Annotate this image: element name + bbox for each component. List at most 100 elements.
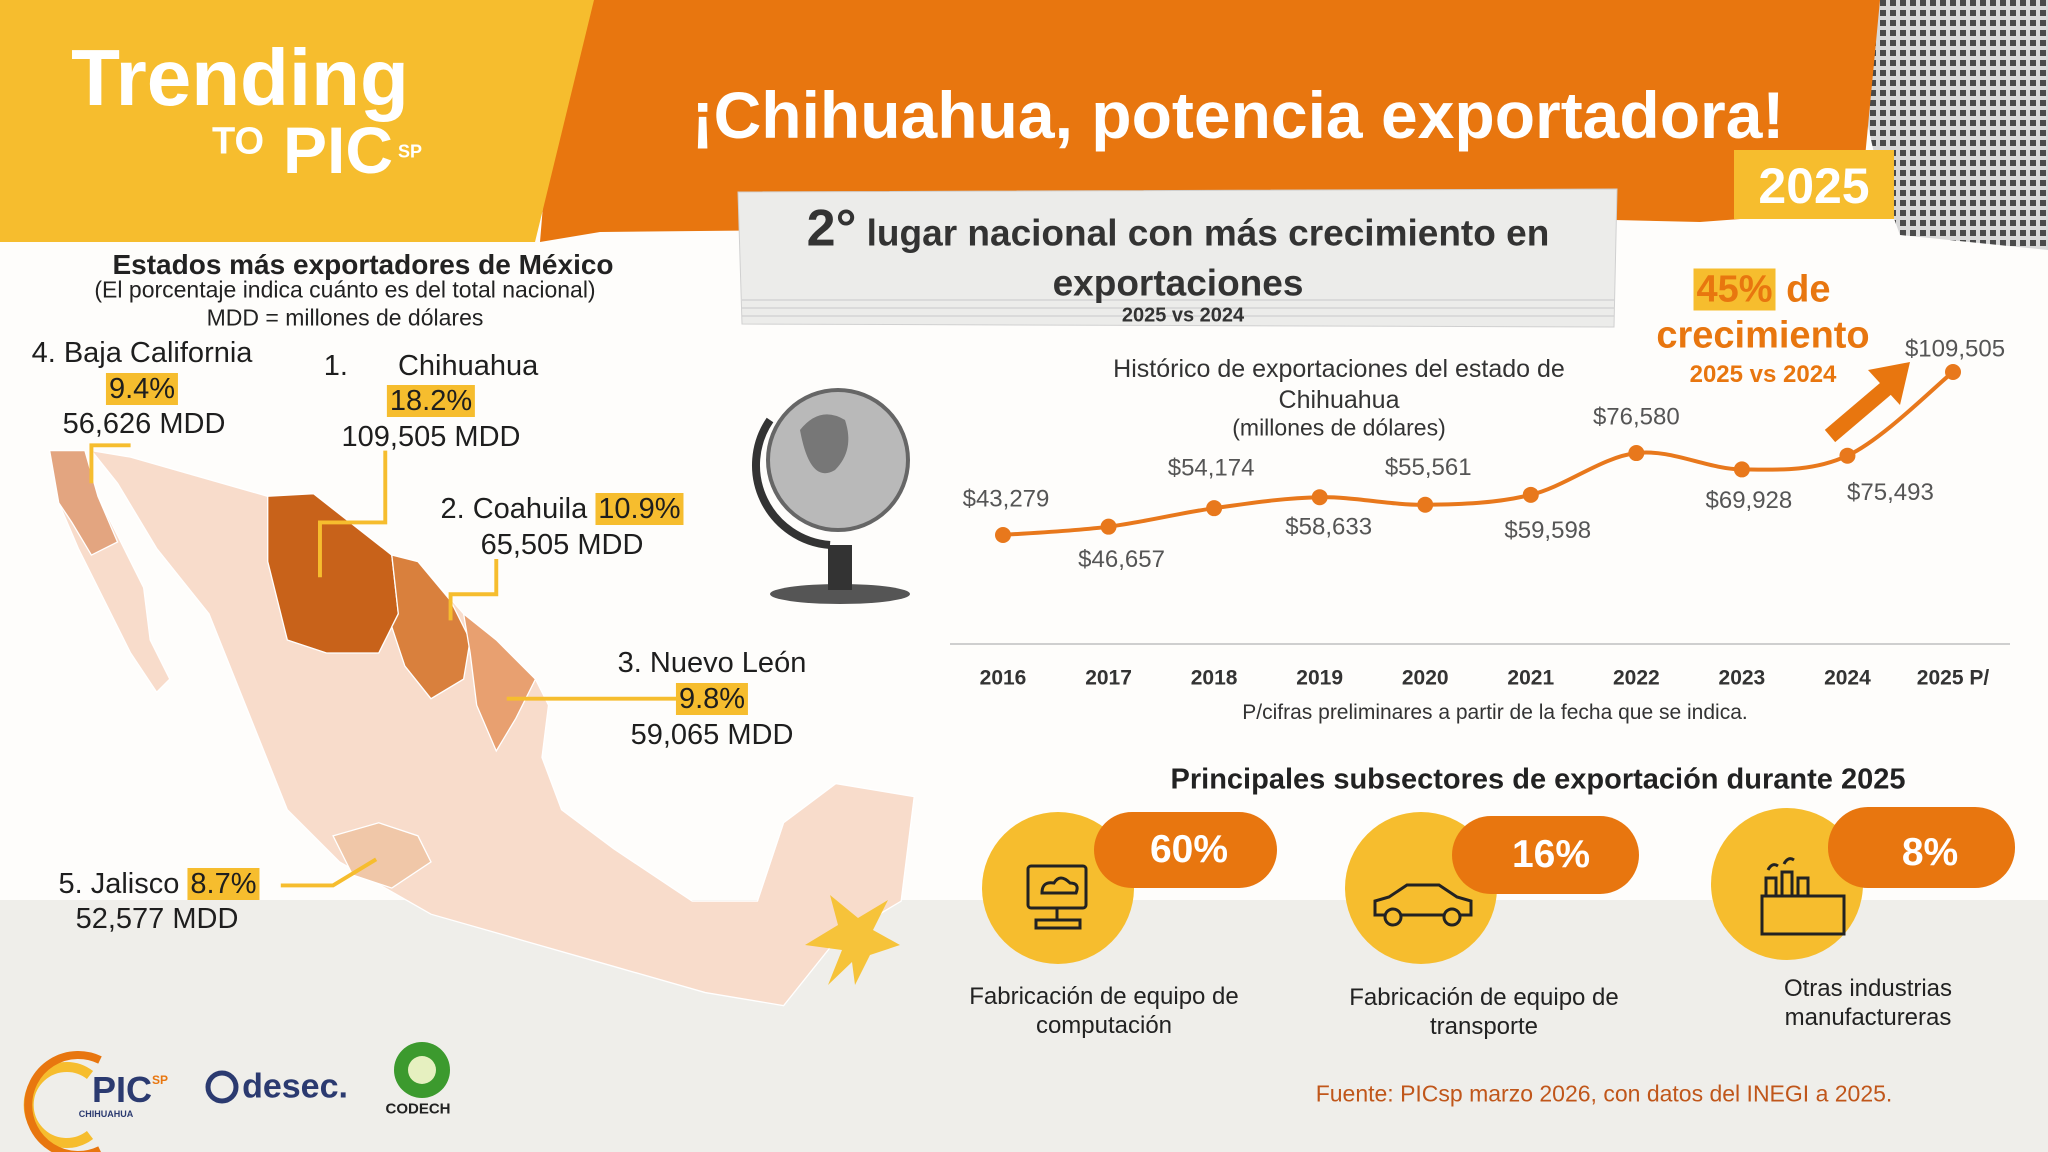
value-label: $59,598 xyxy=(1504,517,1591,544)
logo-desec: desec. xyxy=(242,1067,348,1106)
note-lines xyxy=(742,299,1614,317)
x-tick-label: 2020 xyxy=(1402,667,1449,690)
subsector-share: 16% xyxy=(1511,833,1591,876)
data-point xyxy=(1839,447,1856,464)
highlight-rank: 2° xyxy=(806,199,857,258)
logo-pic-city: CHIHUAHUA xyxy=(78,1109,134,1119)
logos xyxy=(23,1042,450,1152)
subsectors-title: Principales subsectores de exportación d… xyxy=(1170,763,1906,796)
subsector-badges xyxy=(982,807,2015,964)
note-paper xyxy=(737,188,1618,328)
brand-sp: SP xyxy=(397,141,423,162)
growth-word: de xyxy=(1786,268,1831,311)
value-label: $109,505 xyxy=(1905,335,2005,362)
data-point xyxy=(1206,500,1223,517)
logo-codech: CODECH xyxy=(385,1100,451,1118)
main-title: ¡Chihuahua, potencia exportadora! xyxy=(691,78,1785,152)
state-rank: 4. xyxy=(31,337,56,369)
state-exports: 65,505 MDD xyxy=(480,529,644,561)
data-point xyxy=(1945,364,1961,380)
brand-to: TO xyxy=(211,120,265,163)
state-exports: 56,626 MDD xyxy=(62,408,226,440)
state-label: 2. Coahuila 10.9% xyxy=(440,491,684,527)
state-label: 1. Chihuahua xyxy=(324,348,538,384)
state-share: 10.9% xyxy=(595,493,684,525)
state-rank: 5. xyxy=(58,868,83,900)
value-label: $46,657 xyxy=(1078,546,1165,573)
data-line xyxy=(1002,370,1955,537)
growth-arrow xyxy=(1824,362,1910,443)
line-chart: $43,279 2016 $46,657 2017 $54,174 2018 $58,633… xyxy=(950,335,2010,690)
growth-headline: 45% de xyxy=(1693,268,1831,312)
value-label: $43,279 xyxy=(963,485,1050,512)
header-band xyxy=(540,0,1880,242)
value-label: $54,174 xyxy=(1168,455,1255,482)
subsector-share: 8% xyxy=(1901,831,1959,874)
chart-note: P/cifras preliminares a partir de la fec… xyxy=(1242,701,1748,724)
state-share: 9.8% xyxy=(675,683,749,715)
logo-pic-sp: SP xyxy=(151,1073,169,1087)
x-tick-label: 2018 xyxy=(1191,667,1238,690)
state-share: 8.7% xyxy=(187,868,260,900)
x-tick-label: 2022 xyxy=(1613,667,1660,690)
state-label: 5. Jalisco 8.7% xyxy=(58,866,260,902)
source-note: Fuente: PICsp marzo 2026, con datos del … xyxy=(1315,1080,1893,1107)
data-point xyxy=(1733,461,1750,478)
year-box xyxy=(1734,150,1894,219)
value-label: $76,580 xyxy=(1593,403,1680,430)
brand-pic: PIC xyxy=(282,113,394,187)
state-name: Jalisco xyxy=(90,868,180,900)
growth-period: 2025 vs 2024 xyxy=(1689,361,1837,388)
value-label: $75,493 xyxy=(1847,479,1934,506)
x-tick-label: 2023 xyxy=(1719,667,1766,690)
states-note: MDD = millones de dólares xyxy=(206,304,484,331)
state-exports: 59,065 MDD xyxy=(630,719,794,751)
chart-title: Histórico de exportaciones del estado de… xyxy=(1113,355,1565,414)
state-exports: 109,505 MDD xyxy=(341,421,521,453)
value-label: $58,633 xyxy=(1285,514,1372,541)
growth-text: crecimiento xyxy=(1656,314,1870,357)
states-subtitle: (El porcentaje indica cuánto es del tota… xyxy=(94,276,596,303)
state-name: Nuevo León xyxy=(649,647,807,679)
subsector-label: Fabricación de equipo de computación xyxy=(969,983,1239,1039)
growth-percent: 45% xyxy=(1693,268,1776,311)
subsector-label: Otras industrias manufactureras xyxy=(1783,975,1953,1031)
year-badge: 2025 xyxy=(1758,158,1870,214)
x-tick-label: 2019 xyxy=(1296,667,1343,690)
highlight-body: lugar nacional con más crecimiento en ex… xyxy=(866,212,1550,304)
state-rank: 2. xyxy=(440,493,465,525)
globe-icon xyxy=(752,388,910,604)
mexico-map xyxy=(48,443,915,1007)
data-point xyxy=(1311,489,1328,506)
state-name: Coahuila xyxy=(472,493,588,525)
data-point xyxy=(1417,496,1434,513)
state-rank: 3. xyxy=(617,647,642,679)
highlight-text: 2° lugar nacional con más crecimiento en… xyxy=(738,203,1618,309)
state-share: 18.2% xyxy=(386,385,476,417)
state-label: 4. Baja California xyxy=(32,335,253,371)
states-title: Estados más exportadores de México xyxy=(112,249,614,280)
highlight-period: 2025 vs 2024 xyxy=(1121,304,1245,327)
value-label: $69,928 xyxy=(1706,487,1793,514)
brand-trending: Trending xyxy=(71,33,409,122)
data-point xyxy=(995,527,1011,543)
state-rank: 1. xyxy=(323,350,348,382)
data-point xyxy=(1522,486,1539,503)
x-tick-label: 2016 xyxy=(980,667,1027,690)
data-point xyxy=(1628,445,1645,462)
x-tick-label: 2024 xyxy=(1824,667,1871,690)
x-tick-label: 2017 xyxy=(1085,667,1132,690)
star-decoration xyxy=(805,895,900,985)
state-label: 3. Nuevo León xyxy=(618,645,807,681)
chart-subtitle: (millones de dólares) xyxy=(1232,414,1446,441)
x-tick-label: 2021 xyxy=(1507,667,1554,690)
x-tick-label: 2025 P/ xyxy=(1917,667,1990,690)
state-name: Chihuahua xyxy=(397,350,539,382)
state-share: 9.4% xyxy=(105,373,179,405)
state-exports: 52,577 MDD xyxy=(75,903,239,935)
logo-pic: PIC xyxy=(91,1069,153,1110)
state-name: Baja California xyxy=(63,337,253,369)
subsector-share: 60% xyxy=(1149,828,1229,871)
